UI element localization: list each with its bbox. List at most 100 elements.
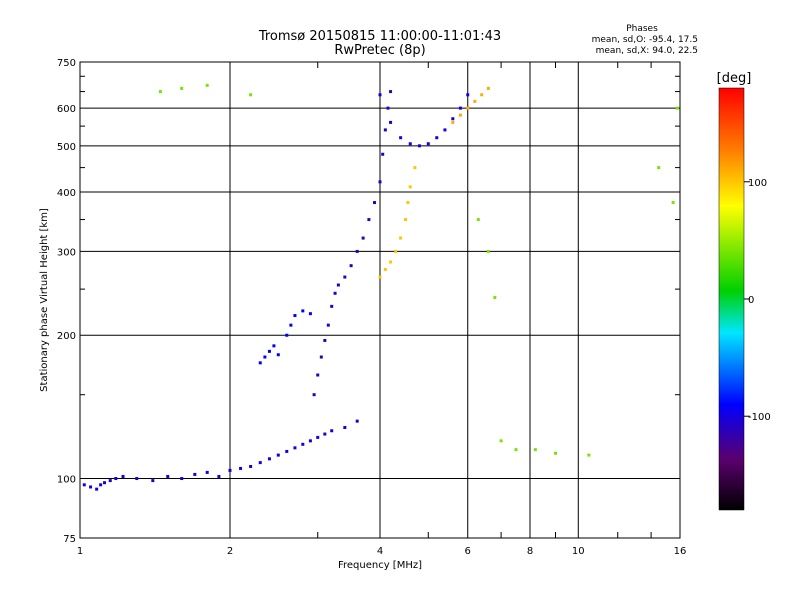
data-point xyxy=(451,117,455,121)
data-point xyxy=(103,481,107,485)
data-point xyxy=(466,106,470,110)
data-point xyxy=(323,338,327,342)
data-point xyxy=(249,464,253,468)
data-point xyxy=(389,90,393,94)
data-point xyxy=(466,93,470,97)
data-point xyxy=(367,218,371,222)
x-tick-label: 1 xyxy=(77,546,83,557)
data-point xyxy=(480,93,484,97)
data-point xyxy=(82,483,86,487)
data-point xyxy=(89,485,93,489)
data-point xyxy=(239,466,243,470)
data-point xyxy=(486,86,490,90)
data-point xyxy=(417,144,421,148)
data-point xyxy=(276,453,280,457)
data-point xyxy=(108,479,112,483)
data-point xyxy=(312,393,316,397)
data-point xyxy=(151,479,155,483)
data-point xyxy=(386,106,390,110)
x-tick-label: 2 xyxy=(227,546,233,557)
plot-frame xyxy=(79,61,681,539)
data-point xyxy=(399,136,403,140)
data-point xyxy=(378,180,382,184)
data-point xyxy=(451,120,455,124)
data-point xyxy=(308,439,312,443)
x-tick-label: 4 xyxy=(377,546,383,557)
data-point xyxy=(336,283,340,287)
data-point xyxy=(293,314,297,318)
chart-title: Tromsø 20150815 11:00:00-11:01:43 xyxy=(258,29,501,44)
data-point xyxy=(285,449,289,453)
data-point xyxy=(443,128,447,132)
data-point xyxy=(326,323,330,327)
data-point xyxy=(657,166,661,170)
data-point xyxy=(399,236,403,240)
data-point xyxy=(533,448,537,452)
data-point xyxy=(285,333,289,337)
x-tick-label: 6 xyxy=(465,546,471,557)
data-point xyxy=(249,93,253,97)
data-point xyxy=(493,296,497,300)
data-point xyxy=(389,260,393,264)
colorbar-tick-label: 0 xyxy=(748,295,754,306)
data-point xyxy=(458,113,462,117)
data-point xyxy=(95,487,99,491)
data-point xyxy=(349,264,353,268)
data-point xyxy=(267,457,271,461)
data-point xyxy=(587,453,591,457)
x-tick-label: 16 xyxy=(674,546,687,557)
data-point xyxy=(228,468,232,472)
y-axis-label: Stationary phase Virtual Height [km] xyxy=(39,208,50,392)
data-point xyxy=(473,99,477,103)
data-point xyxy=(476,218,480,222)
data-point xyxy=(316,435,320,439)
data-point xyxy=(323,432,327,436)
data-point xyxy=(166,474,170,478)
data-point xyxy=(301,442,305,446)
data-point xyxy=(383,128,387,132)
y-axis-ticks: 75 100 200 300 400 500 600 750 xyxy=(57,58,680,545)
data-point xyxy=(258,461,262,465)
data-point xyxy=(413,166,417,170)
data-points xyxy=(82,83,679,491)
data-point xyxy=(389,120,393,124)
data-point xyxy=(114,477,118,481)
grid-lines xyxy=(80,62,680,538)
y-tick-label: 600 xyxy=(57,104,76,115)
x-axis-ticks: 1 2 4 6 8 10 16 xyxy=(77,62,687,557)
colorbar-ticks: 100 0 -100 xyxy=(744,178,771,423)
data-point xyxy=(486,249,490,253)
data-point xyxy=(193,472,197,476)
data-point xyxy=(343,275,347,279)
data-point xyxy=(333,291,337,295)
data-point xyxy=(671,201,675,205)
data-point xyxy=(330,429,334,433)
data-point xyxy=(408,142,412,146)
data-point xyxy=(383,267,387,271)
data-point xyxy=(378,275,382,279)
data-point xyxy=(499,439,503,443)
data-point xyxy=(276,353,280,357)
data-point xyxy=(99,483,103,487)
x-axis-label: Frequency [MHz] xyxy=(338,560,422,571)
colorbar-tick-label: -100 xyxy=(748,412,771,423)
data-point xyxy=(158,90,162,94)
colorbar-tick-label: 100 xyxy=(748,178,767,189)
y-tick-label: 500 xyxy=(57,142,76,153)
data-point xyxy=(205,83,209,87)
data-point xyxy=(435,136,439,140)
y-tick-label: 100 xyxy=(57,475,76,486)
data-point xyxy=(514,448,518,452)
stats-x-line: mean, sd,X: 94.0, 22.5 xyxy=(596,46,698,56)
data-point xyxy=(553,451,557,455)
data-point xyxy=(272,344,276,348)
data-point xyxy=(135,477,139,481)
data-point xyxy=(289,323,293,327)
data-point xyxy=(180,477,184,481)
data-point xyxy=(301,309,305,313)
data-point xyxy=(293,446,297,450)
y-tick-label: 750 xyxy=(57,58,76,69)
colorbar xyxy=(718,87,745,511)
data-point xyxy=(458,106,462,110)
data-point xyxy=(330,304,334,308)
